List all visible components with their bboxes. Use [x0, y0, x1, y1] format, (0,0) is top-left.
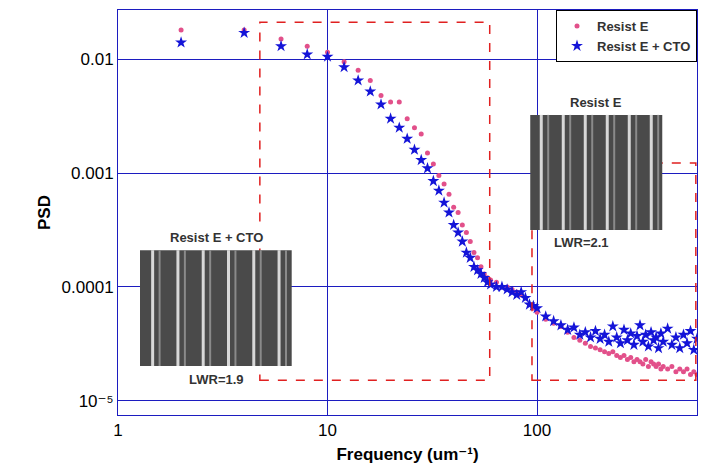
svg-text:PSD: PSD	[35, 195, 54, 230]
svg-text:0.001: 0.001	[71, 164, 114, 183]
svg-text:Resist E + CTO: Resist E + CTO	[170, 230, 263, 245]
svg-text:Resist E + CTO: Resist E + CTO	[597, 39, 690, 54]
svg-text:Frequency (um⁻¹): Frequency (um⁻¹)	[336, 445, 478, 464]
svg-text:100: 100	[523, 421, 551, 440]
svg-text:1: 1	[113, 421, 122, 440]
svg-text:0.01: 0.01	[81, 50, 114, 69]
svg-text:10: 10	[318, 421, 337, 440]
svg-text:Resist E: Resist E	[570, 95, 622, 110]
svg-text:10⁻⁵: 10⁻⁵	[79, 392, 114, 411]
svg-text:LWR=1.9: LWR=1.9	[189, 372, 244, 387]
svg-text:Resist E: Resist E	[597, 19, 649, 34]
svg-text:0.0001: 0.0001	[62, 278, 114, 297]
svg-text:LWR=2.1: LWR=2.1	[554, 235, 609, 250]
